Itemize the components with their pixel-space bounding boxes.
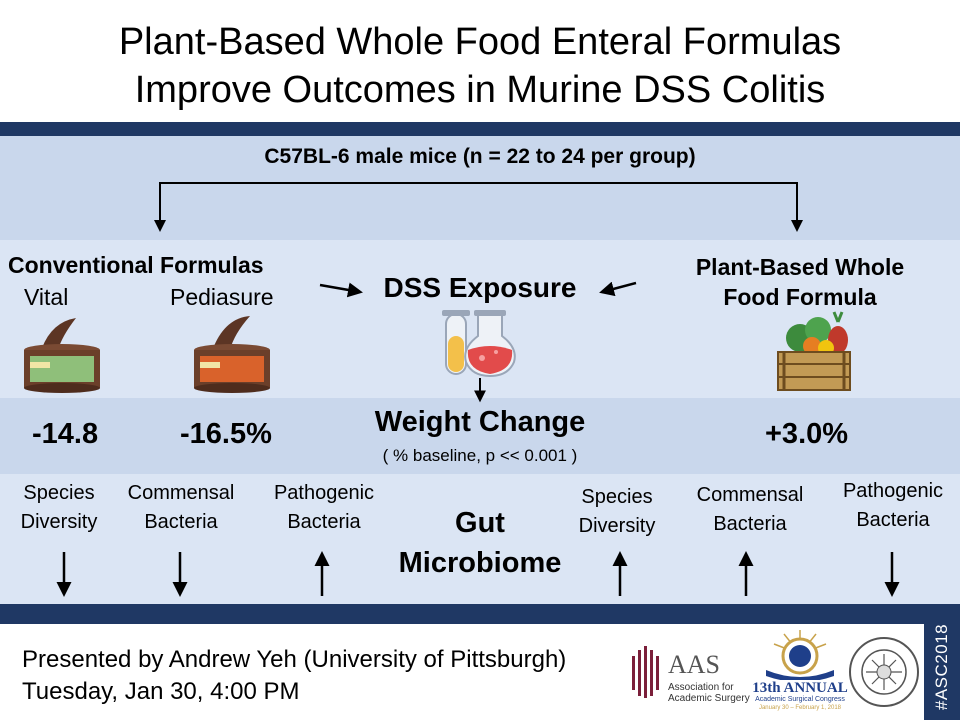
conventional-formulas-heading: Conventional Formulas	[8, 252, 264, 278]
top-divider-bar	[0, 122, 960, 136]
title-line: Gut	[455, 507, 505, 539]
aas-full-name: Association for Academic Surgery	[668, 682, 750, 704]
vital-weight-change: -14.8	[32, 418, 99, 450]
asc-dates: January 30 – February 1, 2018	[758, 705, 842, 711]
arrow-conventional-to-dss	[319, 282, 363, 298]
aas-logo-mark	[632, 646, 659, 698]
vital-label: Vital	[24, 284, 69, 310]
plant-heading-line-1: Plant-Based Whole	[695, 254, 905, 280]
flasks-icon	[442, 310, 516, 378]
slide-title: Plant-Based Whole Food Enteral Formulas …	[0, 18, 960, 114]
label-line: Diversity	[20, 511, 98, 533]
population-label: C57BL-6 male mice (n = 22 to 24 per grou…	[264, 145, 696, 168]
asc-name: Academic Surgical Congress	[755, 696, 845, 703]
weight-change-title: Weight Change	[374, 406, 586, 438]
title-line-2: Improve Outcomes in Murine DSS Colitis	[134, 69, 826, 111]
plant-based-heading: Plant-Based Whole Food Formula	[660, 252, 940, 312]
plant-pathogenic-bacteria-label: Pathogenic Bacteria	[830, 477, 956, 535]
bottom-divider-bar	[0, 604, 960, 624]
label-line: Diversity	[578, 515, 656, 537]
label-line: Pathogenic	[842, 480, 944, 502]
aas-logo: AAS Association for Academic Surgery	[630, 646, 750, 716]
label-line: Pathogenic	[273, 482, 375, 504]
label-line: Bacteria	[713, 513, 787, 535]
weight-band	[0, 398, 960, 474]
plant-species-diversity-label: Species Diversity	[562, 483, 672, 541]
label-line: Bacteria	[144, 511, 218, 533]
plant-heading-line-2: Food Formula	[723, 284, 877, 310]
arrow-plant-to-dss	[599, 281, 637, 297]
pediasure-weight-change: -16.5%	[180, 418, 272, 450]
sus-seal-logo	[848, 628, 920, 712]
label-line: Commensal	[696, 484, 804, 506]
sus-seal	[849, 637, 919, 707]
aas-abbrev: AAS	[668, 650, 721, 679]
gut-microbiome-title: Gut Microbiome	[380, 503, 580, 583]
conv-species-diversity-label: Species Diversity	[4, 479, 114, 537]
label-line: Species	[23, 482, 95, 504]
hashtag-text: #ASC2018	[932, 623, 951, 711]
pediasure-label: Pediasure	[170, 284, 274, 310]
label-line: Bacteria	[287, 511, 361, 533]
vital-can-icon	[24, 318, 100, 393]
bracket-left-arrowhead	[154, 220, 166, 232]
aas-name-line: Association for	[668, 682, 734, 693]
conv-pathogenic-bacteria-label: Pathogenic Bacteria	[258, 479, 390, 537]
conv-commensal-bacteria-label: Commensal Bacteria	[112, 479, 250, 537]
dss-exposure-label: DSS Exposure	[383, 272, 577, 303]
pediasure-can-icon	[194, 316, 270, 393]
presenter-line: Presented by Andrew Yeh (University of P…	[22, 646, 567, 673]
label-line: Species	[581, 486, 653, 508]
asc-emblem	[766, 630, 834, 682]
bracket-right-arrowhead	[791, 220, 803, 232]
title-line: Microbiome	[398, 547, 562, 579]
weight-change-subtitle: ( % baseline, p << 0.001 )	[382, 446, 578, 465]
label-line: Bacteria	[856, 509, 930, 531]
label-line: Commensal	[127, 482, 235, 504]
plant-weight-change: +3.0%	[765, 418, 849, 450]
title-line-1: Plant-Based Whole Food Enteral Formulas	[118, 21, 842, 63]
asc-annual: 13th ANNUAL	[752, 680, 848, 696]
microbiome-band	[0, 474, 960, 604]
population-bracket	[159, 182, 798, 222]
asc-logo: 13th ANNUAL Academic Surgical Congress J…	[748, 628, 852, 714]
aas-name-line: Academic Surgery	[668, 693, 750, 704]
plant-commensal-bacteria-label: Commensal Bacteria	[680, 481, 820, 539]
session-time: Tuesday, Jan 30, 4:00 PM	[22, 678, 300, 705]
hashtag-tab: #ASC2018	[924, 614, 960, 720]
vegetable-crate-icon	[777, 311, 851, 391]
